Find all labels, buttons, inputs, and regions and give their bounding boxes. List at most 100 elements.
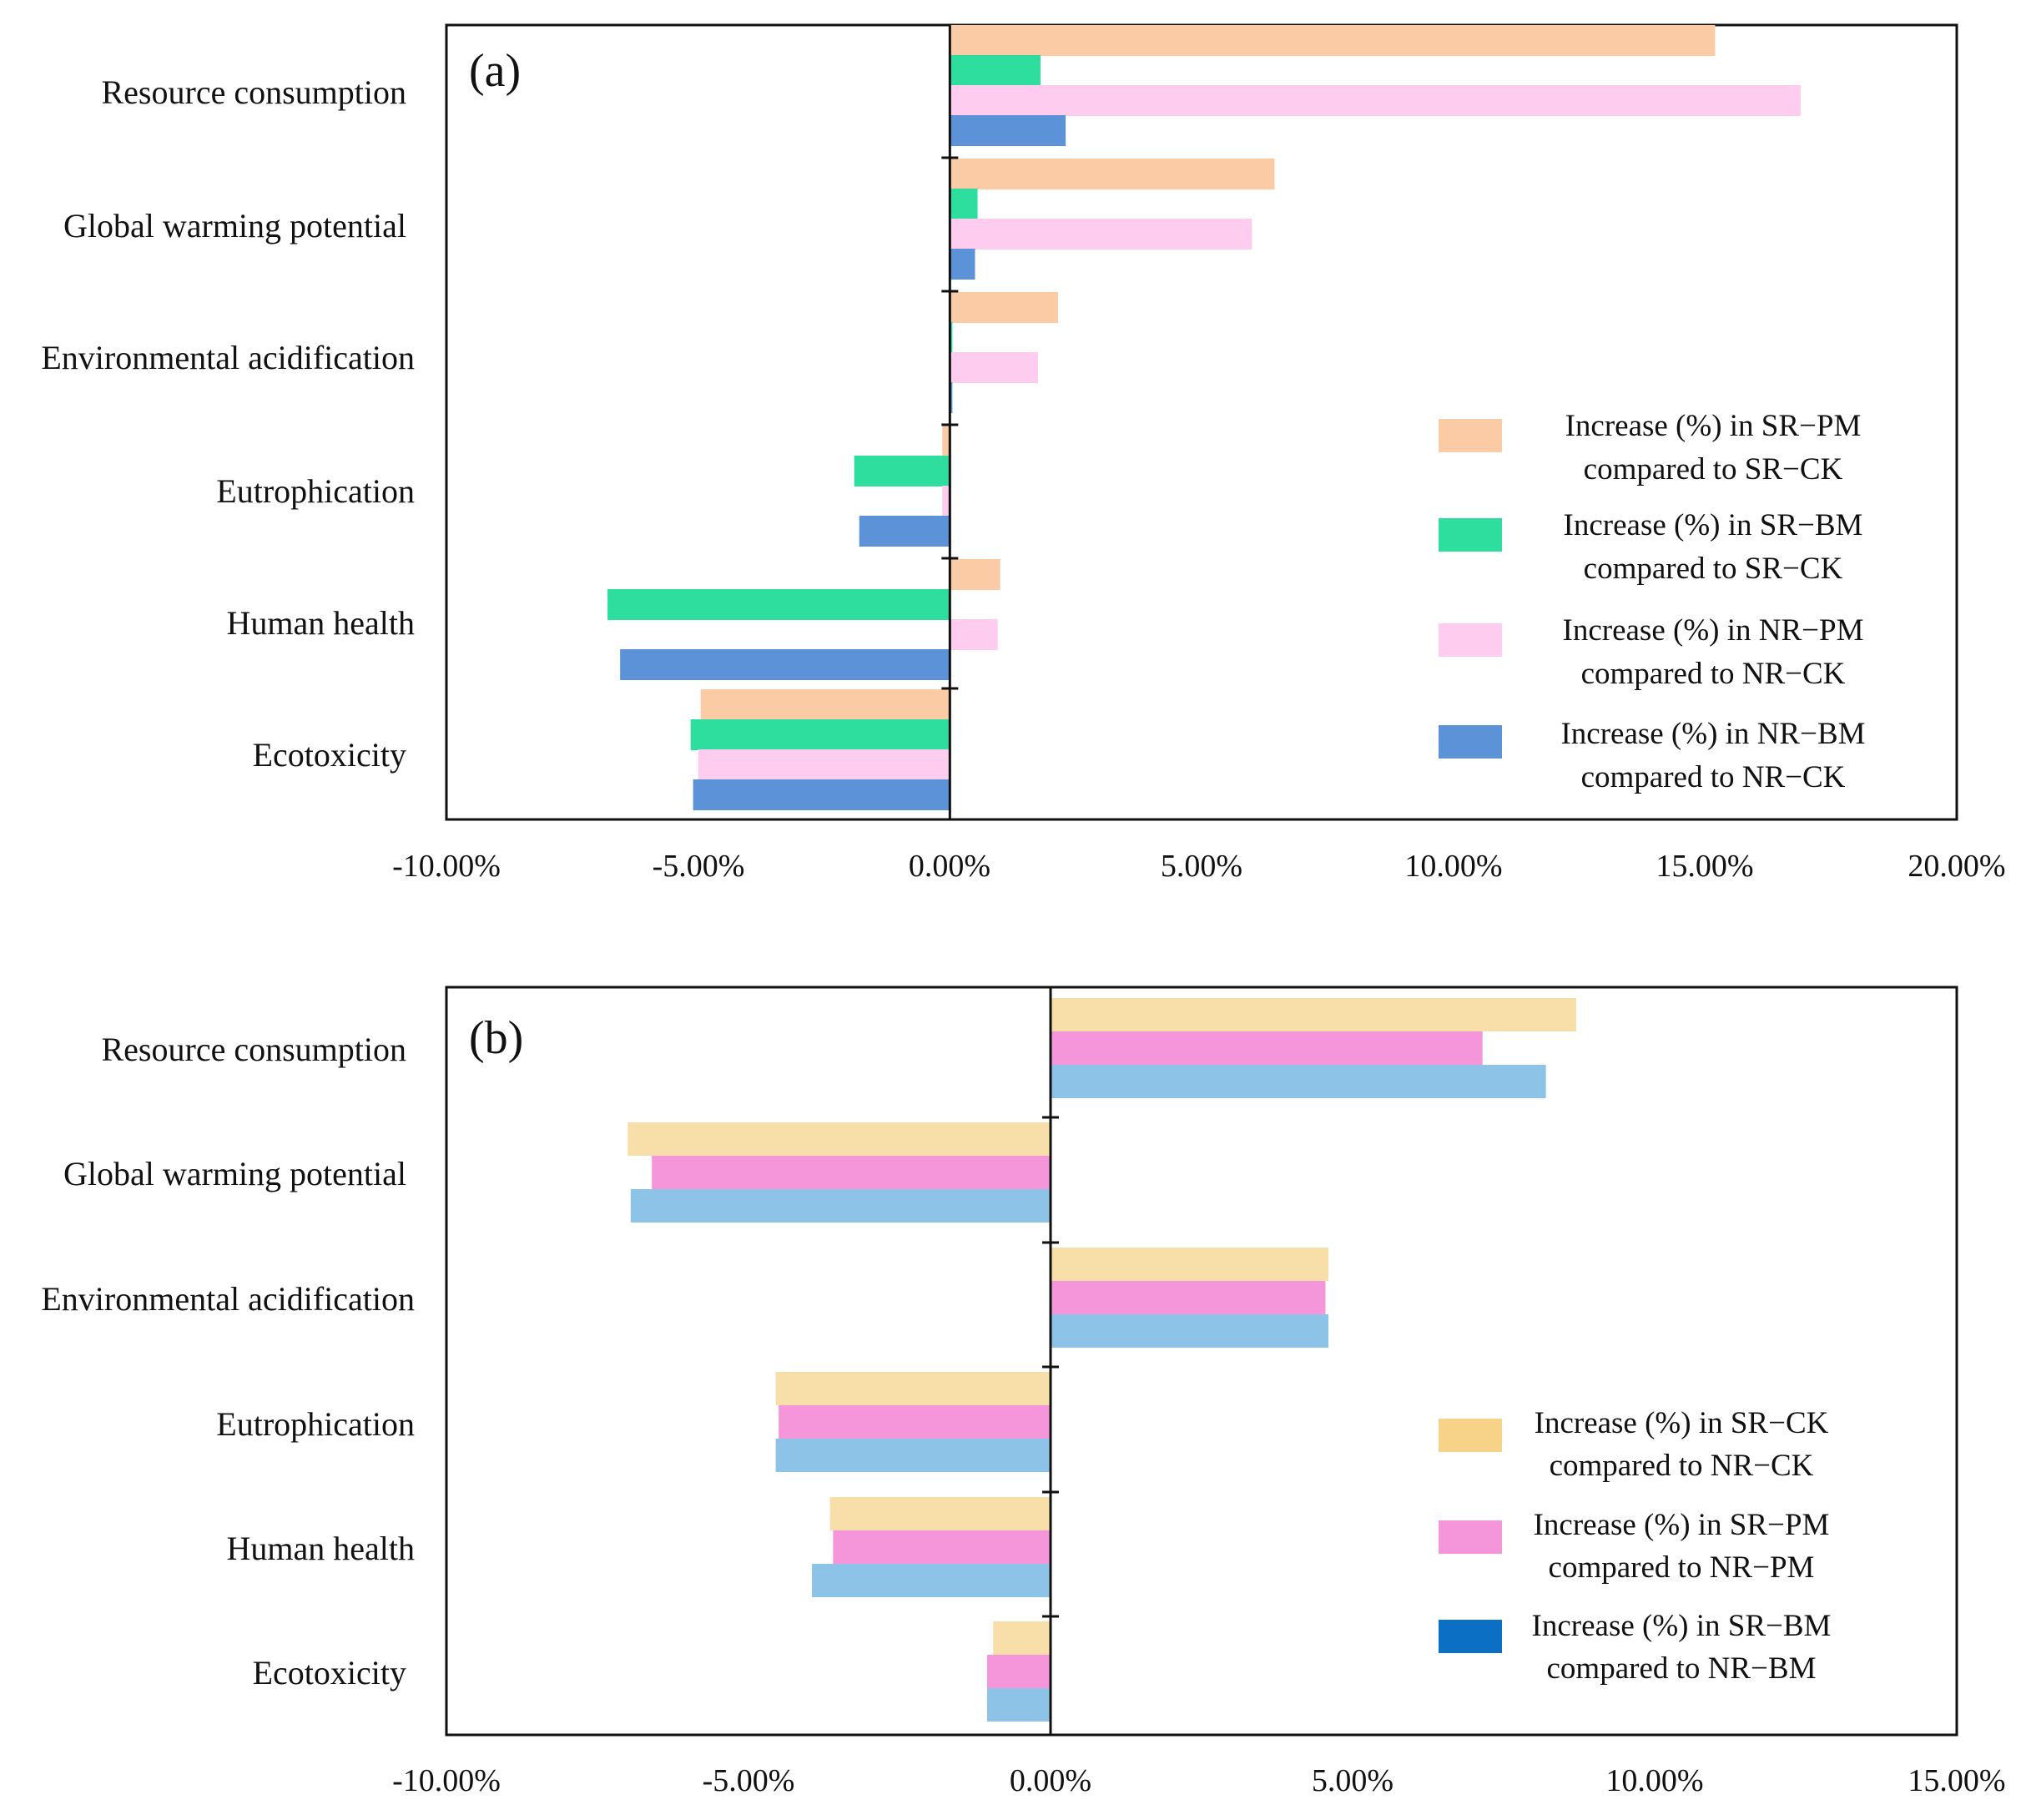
bar-a-4-1 [607, 589, 950, 620]
panel-label-a: (a) [469, 45, 521, 97]
bar-a-4-3 [620, 649, 950, 680]
bar-a-1-1 [950, 189, 978, 219]
bar-a-5-2 [698, 749, 950, 780]
bar-a-3-2 [942, 486, 950, 517]
legend-swatch-a-2 [1439, 623, 1502, 657]
bar-b-2-2 [1051, 1314, 1329, 1348]
category-label-a-3: Eutrophication [216, 472, 415, 510]
category-ticks-a [941, 156, 959, 690]
category-ticks-b [1042, 1116, 1059, 1618]
bar-b-1-1 [652, 1156, 1051, 1189]
bar-a-5-3 [693, 779, 950, 810]
bar-b-2-1 [1051, 1281, 1326, 1314]
bar-b-0-1 [1051, 1031, 1483, 1065]
bar-b-4-0 [829, 1497, 1051, 1530]
bar-a-1-0 [950, 159, 1275, 189]
bar-a-5-1 [690, 719, 950, 750]
panel-b: (b) Resource consumption Global warming … [41, 986, 2006, 1798]
category-label-b-0: Resource consumption [102, 1031, 407, 1068]
panel-a: (a) Resource consumption Global warming … [41, 23, 2006, 884]
legend-line1-a-0: Increase (%) in SR−PM [1565, 409, 1862, 443]
legend-line1-b-1: Increase (%) in SR−PM [1534, 1508, 1830, 1542]
bar-b-5-0 [993, 1621, 1051, 1655]
bar-a-2-1 [950, 322, 953, 353]
legend-line1-a-2: Increase (%) in NR−PM [1563, 613, 1864, 648]
legend-line2-a-2: compared to NR−CK [1581, 657, 1846, 691]
legend-swatch-a-3 [1439, 725, 1502, 759]
plot-frame-b [445, 986, 1958, 1737]
category-label-b-5: Ecotoxicity [253, 1654, 406, 1691]
bar-a-2-2 [950, 352, 1038, 383]
tick-label-b-4: 10.00% [1605, 1763, 1703, 1798]
bar-b-0-2 [1051, 1065, 1546, 1098]
bar-b-5-1 [986, 1655, 1051, 1688]
bar-b-5-2 [986, 1688, 1051, 1722]
legend-line2-a-1: compared to SR−CK [1584, 552, 1843, 586]
category-label-a-1: Global warming potential [63, 207, 406, 245]
legend-line1-a-3: Increase (%) in NR−BM [1560, 717, 1865, 751]
bar-b-3-1 [779, 1405, 1051, 1439]
tick-label-a-1: -5.00% [653, 849, 745, 884]
legend-line2-a-0: compared to SR−CK [1584, 452, 1843, 487]
bar-a-4-2 [950, 619, 998, 650]
category-label-b-4: Human health [227, 1530, 416, 1567]
legend-line1-b-0: Increase (%) in SR−CK [1535, 1406, 1829, 1440]
tick-label-b-3: 5.00% [1312, 1763, 1394, 1798]
bar-b-0-0 [1051, 998, 1576, 1031]
tick-label-b-2: 0.00% [1010, 1763, 1091, 1798]
bar-a-0-0 [950, 25, 1716, 56]
bar-b-4-1 [833, 1530, 1051, 1564]
bar-b-1-2 [630, 1189, 1051, 1223]
bar-b-3-0 [775, 1372, 1051, 1405]
bar-a-3-1 [854, 456, 950, 487]
bar-a-5-0 [700, 689, 950, 720]
category-label-a-4: Human health [227, 604, 416, 642]
legend-swatch-a-1 [1439, 518, 1502, 552]
legend-line1-b-2: Increase (%) in SR−BM [1532, 1609, 1832, 1643]
tick-label-b-0: -10.00% [392, 1763, 501, 1798]
legend-line2-b-1: compared to NR−PM [1549, 1550, 1815, 1585]
bars-a [607, 25, 1801, 810]
legend-swatch-b-0 [1439, 1419, 1502, 1452]
bar-a-3-3 [859, 516, 950, 547]
bar-a-3-0 [942, 426, 950, 456]
legend-line1-a-1: Increase (%) in SR−BM [1564, 508, 1863, 542]
category-label-a-0: Resource consumption [102, 73, 407, 111]
tick-label-a-2: 0.00% [909, 849, 990, 884]
legend-line2-a-3: compared to NR−CK [1581, 760, 1846, 794]
tick-label-a-5: 15.00% [1656, 849, 1753, 884]
legend-line2-b-0: compared to NR−CK [1550, 1449, 1814, 1483]
legend-swatch-b-2 [1439, 1620, 1502, 1653]
legend-line2-b-2: compared to NR−BM [1547, 1651, 1817, 1686]
legend-swatch-b-1 [1439, 1520, 1502, 1554]
category-label-b-3: Eutrophication [216, 1405, 415, 1443]
bar-a-0-3 [950, 115, 1066, 146]
bar-a-1-3 [950, 249, 975, 280]
category-label-b-2: Environmental acidification [41, 1280, 415, 1318]
bar-a-0-2 [950, 85, 1801, 116]
bar-b-4-2 [812, 1564, 1051, 1597]
bar-b-1-0 [627, 1122, 1051, 1156]
panel-label-b: (b) [469, 1012, 523, 1064]
legend-a: Increase (%) in SR−PM compared to SR−CK … [1439, 409, 1866, 794]
tick-label-a-3: 5.00% [1161, 849, 1242, 884]
tick-label-b-5: 15.00% [1908, 1763, 2005, 1798]
bar-a-4-0 [950, 559, 1000, 590]
tick-label-a-0: -10.00% [392, 849, 501, 884]
tick-label-a-6: 20.00% [1908, 849, 2005, 884]
bar-a-2-0 [950, 292, 1059, 323]
bar-a-0-1 [950, 55, 1041, 86]
bar-a-1-2 [950, 219, 1252, 250]
legend-swatch-a-0 [1439, 419, 1502, 452]
tick-label-b-1: -5.00% [703, 1763, 795, 1798]
plot-frame-a [445, 23, 1958, 821]
bar-b-3-2 [775, 1439, 1051, 1472]
legend-b: Increase (%) in SR−CK compared to NR−CK … [1439, 1406, 1831, 1686]
bars-b [627, 998, 1576, 1722]
category-label-b-1: Global warming potential [63, 1155, 406, 1192]
bar-b-2-0 [1051, 1248, 1329, 1281]
category-label-a-2: Environmental acidification [41, 339, 415, 376]
bar-a-2-3 [950, 382, 953, 413]
